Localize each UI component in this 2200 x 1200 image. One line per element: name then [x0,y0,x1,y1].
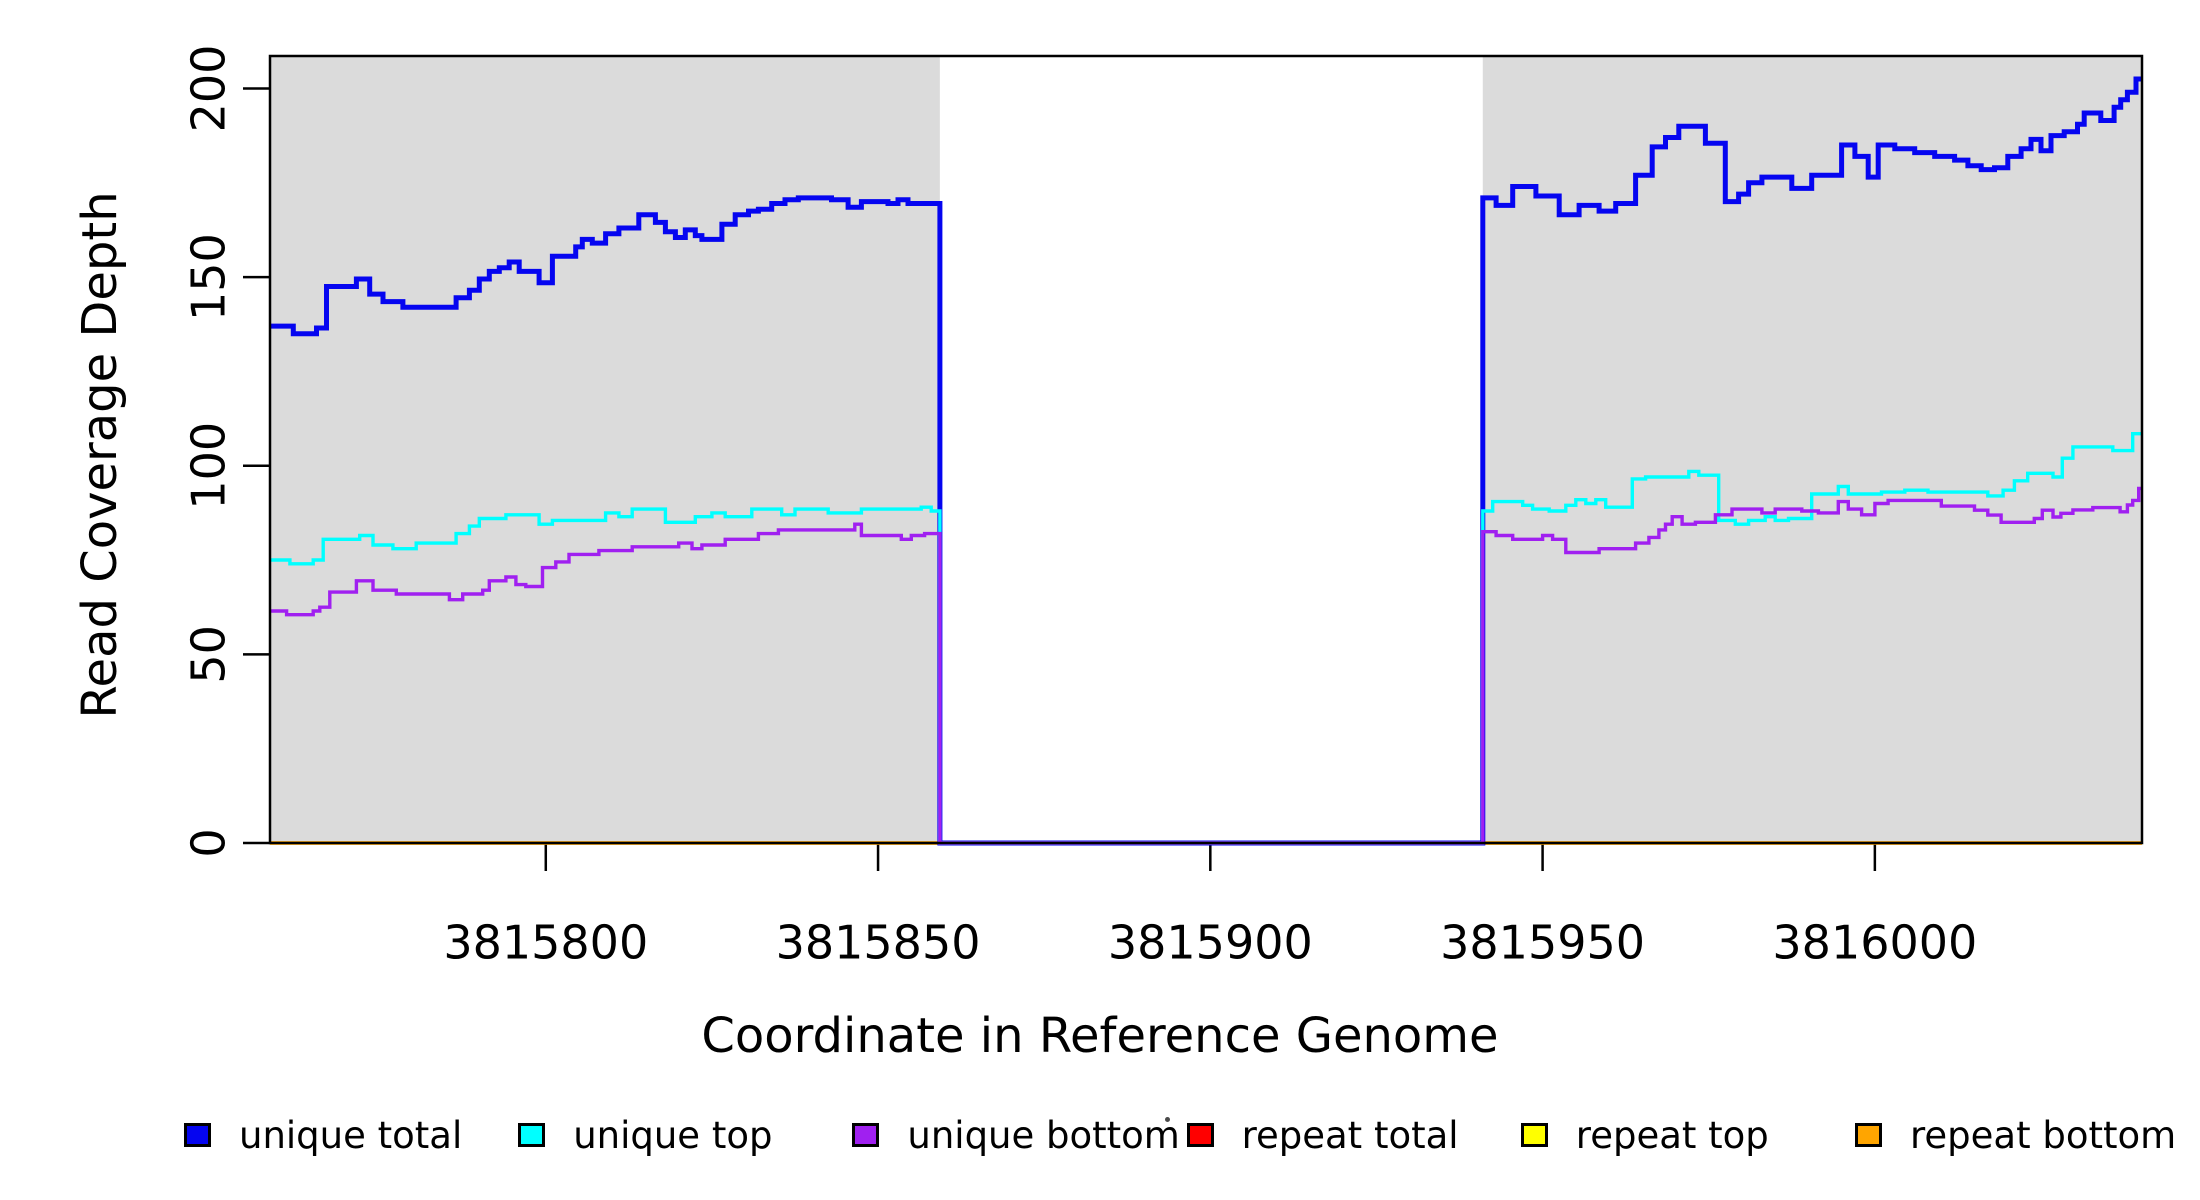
y-tick-label: 200 [182,45,236,133]
x-tick-label: 3815950 [1440,916,1645,970]
x-tick-label: 3815850 [776,916,981,970]
shaded-coverage-region-1 [270,56,940,843]
y-tick-label: 0 [182,828,236,857]
legend-swatch-repeat-top [1520,1123,1548,1147]
y-tick-label: 100 [182,422,236,510]
legend-label: unique bottom [907,1113,1180,1157]
legend-label: repeat total [1241,1113,1459,1157]
x-axis-title: Coordinate in Reference Genome [701,1008,1499,1064]
y-tick-label: 50 [182,625,236,684]
legend-swatch-repeat-total [1186,1123,1214,1147]
y-axis-title: Read Coverage Depth [72,191,128,719]
legend-item-unique-total: unique total [184,1112,462,1158]
legend-item-repeat-top: repeat top [1520,1112,1769,1158]
chart-legend: unique total unique top unique bottom repea… [0,1112,2200,1172]
x-tick-label: 3815900 [1108,916,1313,970]
x-tick-label: 3816000 [1772,916,1977,970]
legend-label: unique total [239,1113,463,1157]
legend-swatch-unique-top [518,1123,546,1147]
y-tick-label: 150 [182,233,236,321]
series-line-unique-top [270,432,2142,845]
legend-swatch-unique-bottom [852,1123,880,1147]
legend-swatch-repeat-bottom [1855,1123,1882,1147]
legend-label: repeat bottom [1910,1113,2177,1157]
legend-label: unique top [573,1113,773,1157]
legend-item-repeat-bottom: repeat bottom [1855,1112,2176,1158]
series-line-unique-bottom [270,486,2142,845]
x-tick-label: 3815800 [443,916,648,970]
legend-item-unique-bottom: unique bottom [852,1112,1180,1158]
legend-label: repeat top [1575,1113,1769,1157]
legend-swatch-unique-total [184,1123,211,1147]
plot-frame [268,54,2144,845]
legend-item-repeat-total: repeat total [1186,1112,1459,1158]
legend-item-unique-top: unique top [518,1112,772,1158]
stray-dot-artifact [1165,1117,1170,1122]
